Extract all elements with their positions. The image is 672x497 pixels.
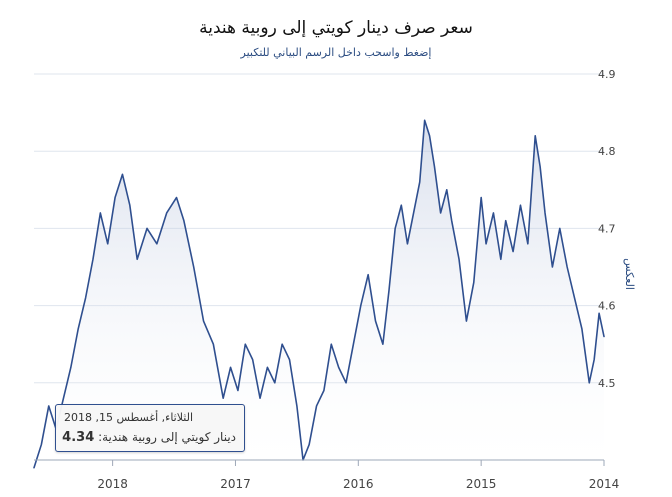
chart-subtitle: إضغط واسحب داخل الرسم البياني للتكبير	[240, 46, 432, 59]
y-tick-label: 4.7	[598, 222, 616, 235]
exchange-rate-line	[33, 119, 605, 469]
value-tooltip: الثلاثاء, أغسطس 15, 2018 دينار كويتي إلى…	[55, 404, 245, 452]
tooltip-colon: :	[94, 430, 103, 444]
tooltip-value: 4.34	[62, 430, 95, 445]
x-tick-label: 2015	[466, 477, 497, 491]
y-tick-label: 4.5	[598, 377, 616, 390]
y-tick-label: 4.9	[598, 68, 616, 81]
x-tick-label: 2017	[220, 477, 251, 491]
x-tick-label: 2016	[343, 477, 374, 491]
exchange-rate-area	[34, 120, 604, 468]
x-tick-label: 2018	[97, 477, 128, 491]
y-tick-label: 4.6	[598, 300, 616, 313]
x-tick-label: 2014	[589, 477, 620, 491]
tooltip-value-row: دينار كويتي إلى روبية هندية: 4.34	[62, 430, 236, 445]
chart-title: سعر صرف دينار كويتي إلى روبية هندية	[199, 18, 473, 38]
series-group	[33, 119, 605, 469]
tooltip-series-label: دينار كويتي إلى روبية هندية	[102, 430, 236, 444]
axis-ticks: 4.5 4.6 4.7 4.8 4.9 2014 2015 2016 2017 2018	[97, 68, 619, 491]
tooltip-date: الثلاثاء, أغسطس 15, 2018	[64, 411, 194, 424]
y-axis-title: العكس	[623, 258, 636, 290]
y-tick-label: 4.8	[598, 145, 616, 158]
